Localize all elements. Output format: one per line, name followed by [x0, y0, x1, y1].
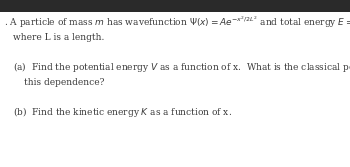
- Text: this dependence?: this dependence?: [24, 78, 104, 88]
- Text: (a)  Find the potential energy $V$ as a function of x.  What is the classical po: (a) Find the potential energy $V$ as a f…: [13, 60, 350, 74]
- Text: (b)  Find the kinetic energy $K$ as a function of x.: (b) Find the kinetic energy $K$ as a fun…: [13, 105, 232, 119]
- Text: . A particle of mass $m$ has wavefunction $\Psi(x) = Ae^{-x^2/2L^2}$ and total e: . A particle of mass $m$ has wavefunctio…: [4, 15, 350, 30]
- Text: where L is a length.: where L is a length.: [13, 33, 105, 42]
- FancyBboxPatch shape: [0, 0, 350, 12]
